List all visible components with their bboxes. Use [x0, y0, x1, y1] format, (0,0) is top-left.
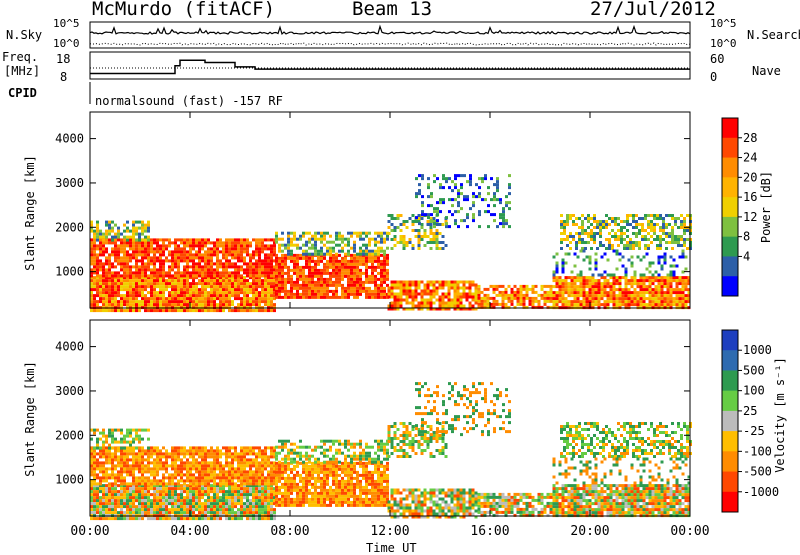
power-colorbar-tick-label: 28	[743, 131, 757, 145]
freq-label: Freq.	[2, 50, 38, 64]
power-colorbar-tick-label: 4	[743, 249, 750, 263]
nave-tick-bottom: 0	[710, 70, 717, 84]
power-colorbar-tick-label: 12	[743, 210, 757, 224]
nsearch-line	[90, 43, 690, 45]
velocity-ytick-label: 2000	[55, 428, 84, 442]
power-colorbar-tick-label: 20	[743, 170, 757, 184]
power-colorbar-tick-label: 24	[743, 151, 757, 165]
velocity-ytick-label: 3000	[55, 384, 84, 398]
power-colorbar-swatch	[722, 118, 738, 138]
cpid-value: normalsound (fast) -157 RF	[95, 94, 283, 108]
velocity-colorbar-swatch	[722, 411, 738, 432]
power-ytick-label: 1000	[55, 265, 84, 279]
x-tick-label: 16:00	[470, 524, 509, 539]
nsky-tick-top: 10^5	[53, 17, 80, 30]
velocity-colorbar-swatch	[722, 472, 738, 493]
power-colorbar-swatch	[722, 138, 738, 158]
power-ytick-label: 3000	[55, 176, 84, 190]
velocity-colorbar-swatch	[722, 370, 738, 391]
velocity-colorbar-tick-label: 1000	[743, 343, 772, 357]
station-title: McMurdo (fitACF)	[92, 0, 275, 20]
velocity-colorbar-swatch	[722, 350, 738, 371]
power-ytick-label: 2000	[55, 220, 84, 234]
x-tick-label: 04:00	[170, 524, 209, 539]
velocity-colorbar-swatch	[722, 391, 738, 412]
velocity-colorbar-tick-label: 25	[743, 404, 757, 418]
velocity-colorbar-tick-label: 100	[743, 384, 765, 398]
power-colorbar-swatch	[722, 217, 738, 237]
velocity-colorbar-tick-label: -500	[743, 465, 772, 479]
x-tick-label: 00:00	[670, 524, 709, 539]
nsky-line	[90, 27, 690, 35]
power-colorbar: 28 24 20 16 12 8 4	[722, 118, 757, 297]
velocity-colorbar-tick-label: -1000	[743, 485, 779, 499]
velocity-colorbar-title: Velocity [m s⁻¹]	[773, 357, 787, 473]
freq-unit: [MHz]	[4, 64, 40, 78]
power-colorbar-swatch	[722, 256, 738, 276]
power-colorbar-title: Power [dB]	[759, 171, 773, 243]
nave-tick-top: 60	[710, 52, 724, 66]
beam-title: Beam 13	[352, 0, 432, 20]
freq-line	[90, 60, 690, 73]
velocity-colorbar-tick-label: 500	[743, 363, 765, 377]
nsearch-label: N.Search	[747, 28, 800, 42]
velocity-colorbar-swatch	[722, 451, 738, 472]
velocity-colorbar: 1000 500 100 25 -25 -100 -500 -1000	[722, 330, 779, 513]
x-tick-label: 12:00	[370, 524, 409, 539]
velocity-panel: 1000 2000 3000 4000	[55, 320, 692, 520]
power-ytick-label: 4000	[55, 132, 84, 146]
velocity-colorbar-swatch	[722, 431, 738, 452]
x-tick-label: 00:00	[70, 524, 109, 539]
power-colorbar-tick-label: 16	[743, 190, 757, 204]
velocity-ylabel: Slant Range [km]	[23, 361, 37, 477]
velocity-colorbar-tick-label: -100	[743, 444, 772, 458]
x-tick-label: 20:00	[570, 524, 609, 539]
nsearch-tick-top: 10^5	[710, 17, 737, 30]
velocity-colorbar-tick-label: -25	[743, 424, 765, 438]
power-colorbar-swatch	[722, 158, 738, 178]
nsky-panel-frame	[90, 22, 690, 48]
power-colorbar-swatch	[722, 197, 738, 217]
freq-tick-top: 18	[56, 52, 70, 66]
nave-label: Nave	[752, 64, 781, 78]
nsearch-tick-bottom: 10^0	[710, 37, 737, 50]
x-axis-title: Time UT	[366, 541, 417, 555]
freq-tick-bottom: 8	[60, 70, 67, 84]
velocity-ytick-label: 4000	[55, 340, 84, 354]
date-title: 27/Jul/2012	[590, 0, 716, 20]
power-colorbar-tick-label: 8	[743, 230, 750, 244]
nsky-tick-bottom: 10^0	[53, 37, 80, 50]
cpid-label: CPID	[8, 86, 37, 100]
power-ylabel: Slant Range [km]	[23, 155, 37, 271]
velocity-ytick-label: 1000	[55, 473, 84, 487]
nsky-label: N.Sky	[6, 28, 42, 42]
power-colorbar-swatch	[722, 177, 738, 197]
power-colorbar-swatch	[722, 276, 738, 296]
power-panel: 1000 2000 3000 4000	[55, 112, 692, 312]
x-tick-label: 08:00	[270, 524, 309, 539]
power-colorbar-swatch	[722, 237, 738, 257]
velocity-colorbar-swatch	[722, 492, 738, 513]
velocity-colorbar-swatch	[722, 330, 738, 351]
